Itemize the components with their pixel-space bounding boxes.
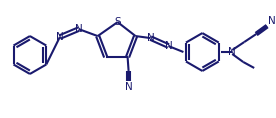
Text: N: N bbox=[125, 82, 132, 92]
Text: N: N bbox=[228, 47, 236, 57]
Text: N: N bbox=[164, 41, 172, 51]
Text: N: N bbox=[147, 33, 154, 43]
Text: N: N bbox=[268, 16, 276, 26]
Text: S: S bbox=[114, 17, 121, 27]
Text: N: N bbox=[56, 32, 64, 42]
Text: N: N bbox=[75, 24, 83, 34]
